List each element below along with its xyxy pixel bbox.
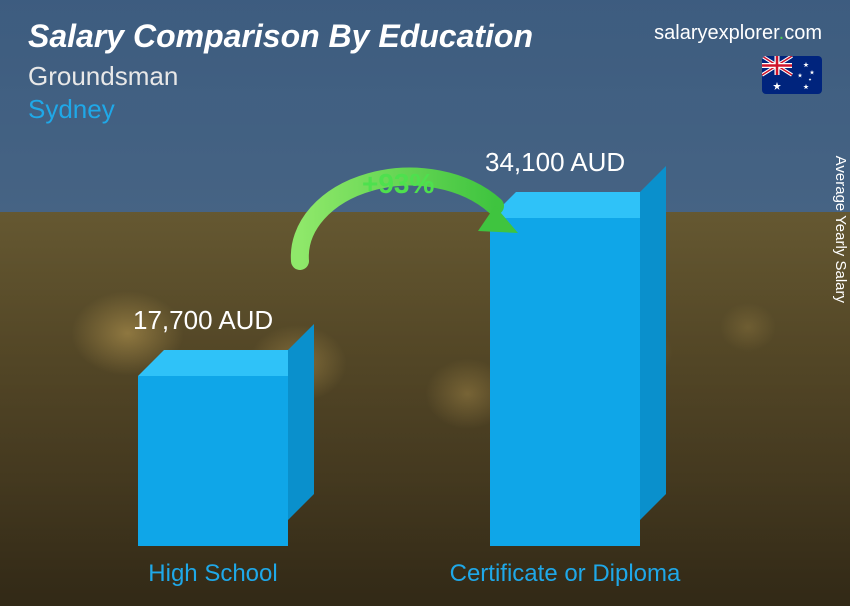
brand-prefix: salaryexplorer <box>654 22 779 44</box>
growth-label: +93% <box>362 168 434 200</box>
bar-value-certificate: 34,100 AUD <box>485 147 625 178</box>
bar-value-high-school: 17,700 AUD <box>133 305 273 336</box>
bar-front <box>138 376 288 546</box>
flag-icon <box>762 56 822 94</box>
brand-suffix: com <box>784 22 822 44</box>
header: Salary Comparison By Education Groundsma… <box>28 18 533 125</box>
bar-label-certificate: Certificate or Diploma <box>450 560 681 588</box>
bar-chart: 17,700 AUD High School 34,100 AUD Certif… <box>0 186 850 606</box>
job-title: Groundsman <box>28 61 533 92</box>
bar-high-school <box>138 376 288 546</box>
bar-label-high-school: High School <box>148 560 277 588</box>
chart-container: Salary Comparison By Education Groundsma… <box>0 0 850 606</box>
brand-logo: salaryexplorer.com <box>654 22 822 45</box>
bar-side <box>288 324 314 520</box>
bar-side <box>640 166 666 520</box>
chart-title: Salary Comparison By Education <box>28 18 533 55</box>
bar-front <box>490 218 640 546</box>
location: Sydney <box>28 94 533 125</box>
bar-certificate <box>490 218 640 546</box>
